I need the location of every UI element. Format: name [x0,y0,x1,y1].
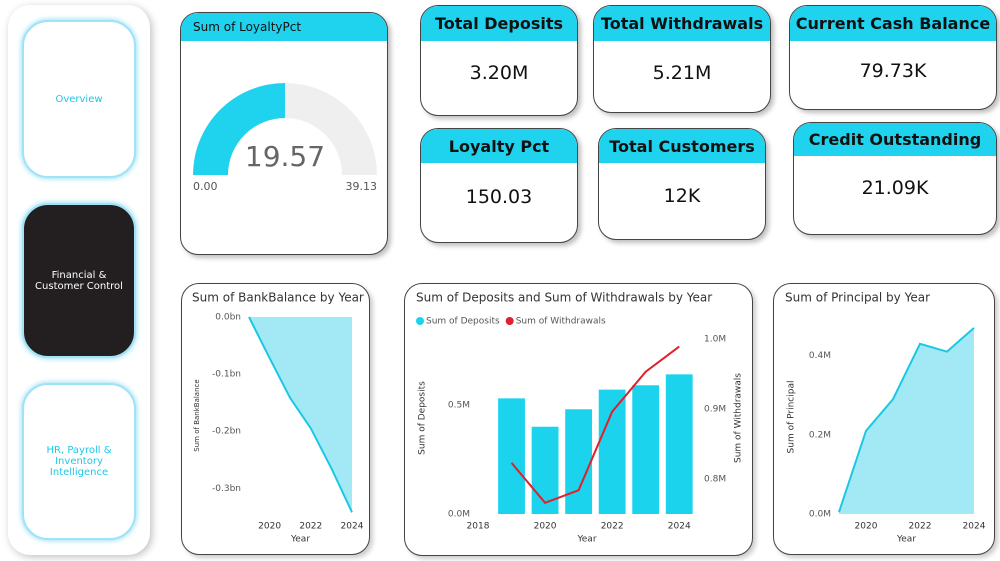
nav-button[interactable]: Financial & Customer Control [22,203,136,358]
x-tick-label: 2022 [909,522,932,532]
gauge-min: 0.00 [193,180,218,193]
kpi-card: Total Withdrawals 5.21M [593,5,771,113]
area [839,327,974,514]
kpi-title: Loyalty Pct [421,129,577,163]
kpi-title: Total Withdrawals [594,6,770,41]
kpi-title: Credit Outstanding [794,123,996,156]
legend-label: Sum of Deposits [426,317,500,327]
x-tick-label: 2022 [601,522,624,532]
kpi-value: 79.73K [859,60,927,82]
nav-button[interactable]: Overview [22,20,136,178]
y-tick-label: -0.2bn [212,427,241,437]
legend-label: Sum of Withdrawals [516,317,606,327]
y-axis-label: Sum of Deposits [418,381,428,455]
chart-title: Sum of BankBalance by Year [192,291,364,305]
x-tick-label: 2020 [258,522,281,532]
bar [598,389,626,514]
legend-marker [416,317,424,325]
gauge-value: 19.57 [245,140,325,173]
bar [632,385,660,514]
x-tick-label: 2024 [963,522,986,532]
y-axis-label: Sum of Principal [787,381,797,454]
y-tick-label: 0.4M [809,351,831,361]
kpi-card: Total Deposits 3.20M [420,5,578,116]
y-tick-label: 0.5M [448,400,470,410]
bar [565,409,593,514]
y-tick-label: -0.1bn [212,370,241,380]
kpi-card: Credit Outstanding 21.09K [793,122,997,235]
chart-card [773,283,995,555]
x-tick-label: 2022 [299,522,322,532]
chart-title: Sum of Deposits and Sum of Withdrawals b… [416,291,712,305]
y-tick-label: 0.0M [448,510,470,520]
x-tick-label: 2018 [467,522,490,532]
x-tick-label: 2024 [341,522,364,532]
x-tick-label: 2020 [534,522,557,532]
gauge-value-arc [193,82,286,175]
bar [665,374,693,514]
y-tick-label: -0.3bn [212,484,241,494]
gauge-max: 39.13 [346,180,378,193]
y2-axis-label: Sum of Withdrawals [734,373,744,463]
kpi-value: 21.09K [861,177,929,199]
chart-title: Sum of Principal by Year [785,291,930,305]
kpi-title: Total Deposits [421,6,577,41]
nav-button[interactable]: HR, Payroll & Inventory Intelligence [22,383,136,540]
kpi-value: 5.21M [652,62,712,84]
kpi-value: 3.20M [469,62,529,84]
kpi-value: 150.03 [465,186,533,208]
area [249,317,352,513]
y2-tick-label: 0.8M [704,474,726,484]
y2-tick-label: 1.0M [704,334,726,344]
y-tick-label: 0.0bn [215,313,241,323]
kpi-title: Total Customers [599,129,765,163]
kpi-card: Loyalty Pct 150.03 [420,128,578,243]
x-axis-label: Year [576,535,596,545]
y2-tick-label: 0.9M [704,404,726,414]
x-tick-label: 2020 [855,522,878,532]
x-tick-label: 2024 [668,522,691,532]
y-axis-label: Sum of BankBalance [193,379,201,451]
y-tick-label: 0.2M [809,430,831,440]
x-axis-label: Year [896,535,916,545]
area-line [248,316,353,513]
y-tick-label: 0.0M [809,510,831,520]
line [510,345,680,504]
chart-card [181,283,370,555]
legend-marker [505,317,514,325]
kpi-card: Total Customers 12K [598,128,766,240]
gauge-title: Sum of LoyaltyPct [181,13,387,41]
bar [498,398,525,514]
kpi-title: Current Cash Balance [790,6,996,41]
kpi-value: 12K [663,185,701,207]
x-axis-label: Year [290,535,310,545]
area-line [838,327,975,513]
kpi-card: Current Cash Balance 79.73K [789,5,997,110]
bar [531,426,559,514]
